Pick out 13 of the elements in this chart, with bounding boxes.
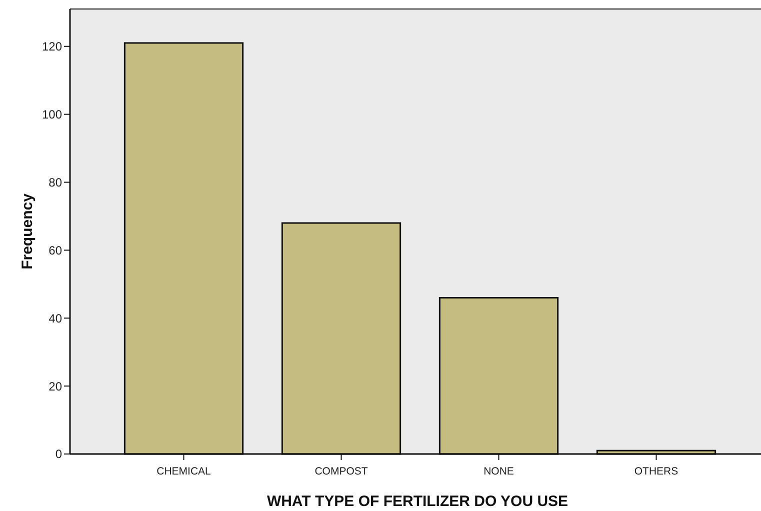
y-tick-label: 120	[42, 40, 62, 54]
x-tick-label: COMPOST	[314, 466, 368, 478]
y-tick-label: 0	[55, 447, 62, 462]
y-tick-label: 80	[48, 175, 62, 190]
y-tick-label: 20	[48, 379, 62, 394]
x-axis-title: WHAT TYPE OF FERTILIZER DO YOU USE	[266, 493, 568, 510]
x-tick-label: CHEMICAL	[156, 466, 212, 478]
y-tick-label: 100	[42, 108, 62, 122]
x-tick-label: NONE	[484, 466, 514, 478]
y-axis-title: Frequency	[19, 192, 36, 270]
x-tick-label: OTHERS	[634, 466, 678, 478]
y-tick-label: 60	[48, 243, 62, 258]
y-tick-label: 40	[48, 311, 62, 326]
